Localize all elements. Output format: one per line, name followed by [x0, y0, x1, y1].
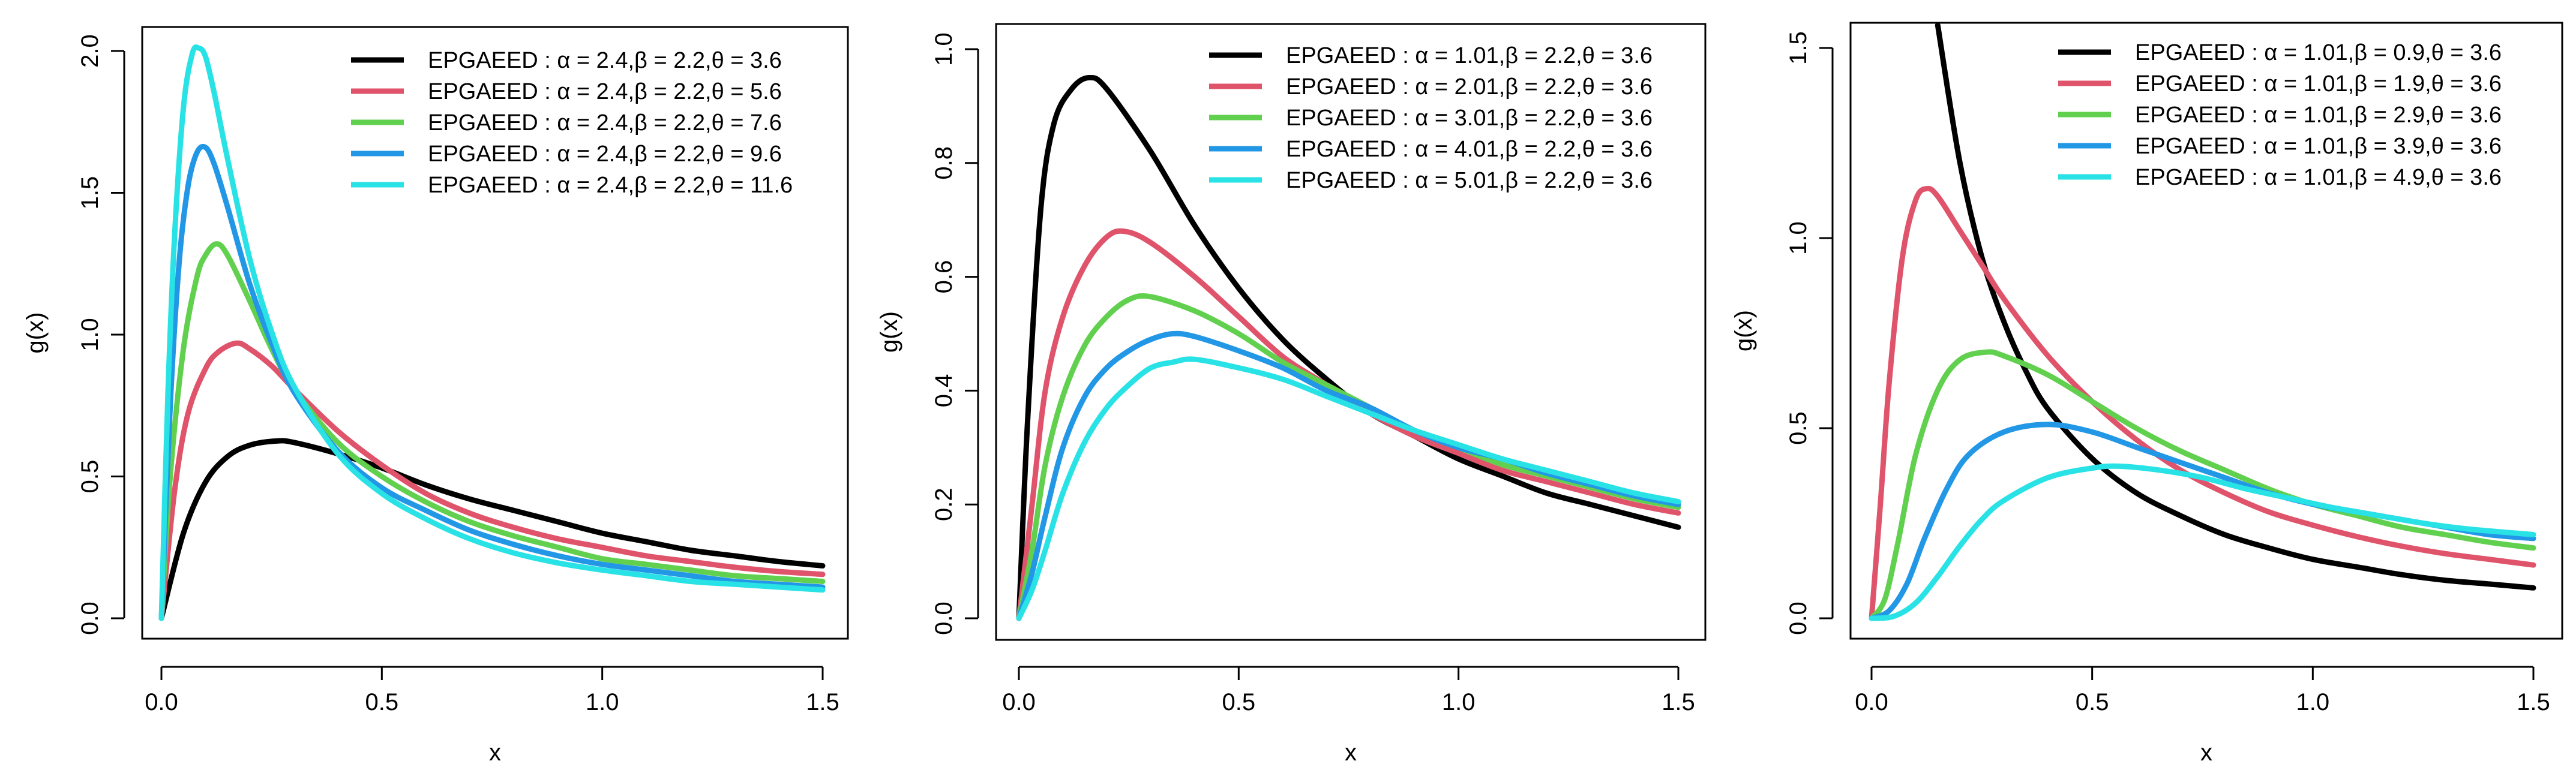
y-tick-label: 0.5: [1785, 411, 1812, 445]
x-tick-label: 0.0: [1002, 689, 1036, 715]
legend-label: EPGAEED : α = 1.01,β = 0.9,θ = 3.6: [2135, 40, 2502, 65]
x-tick-label: 0.0: [1855, 689, 1888, 715]
x-tick-label: 1.5: [2517, 689, 2550, 715]
chart-panel-1: 0.0 0.5 1.0 1.5 0.0 0.5 1.0 1.5 2.0 x g(x) EPGAEED …: [22, 26, 849, 766]
y-tick-label: 0.5: [77, 460, 103, 494]
plot-frame: [1849, 22, 2563, 640]
y-axis-label: g(x): [22, 312, 49, 354]
series-line-5: [1016, 356, 1681, 621]
series-line-1: [1016, 74, 1681, 621]
x-tick-label: 1.0: [2296, 689, 2330, 715]
legend-label: EPGAEED : α = 4.01,β = 2.2,θ = 3.6: [1286, 137, 1653, 162]
x-tick-label: 0.0: [145, 689, 178, 715]
legend-label: EPGAEED : α = 1.01,β = 2.9,θ = 3.6: [2135, 103, 2502, 128]
series-line-2: [158, 340, 826, 621]
x-axis-label: x: [2200, 739, 2212, 766]
y-tick-label: 0.0: [931, 601, 957, 635]
y-tick-label: 1.5: [1785, 31, 1812, 65]
y-tick-label: 0.0: [1785, 601, 1812, 635]
plot-frame: [141, 26, 849, 640]
legend-label: EPGAEED : α = 1.01,β = 2.2,θ = 3.6: [1286, 43, 1653, 68]
y-tick-label: 1.0: [77, 318, 103, 351]
legend-label: EPGAEED : α = 5.01,β = 2.2,θ = 3.6: [1286, 168, 1653, 193]
y-tick-label: 0.4: [931, 374, 957, 408]
y-tick-label: 0.6: [931, 260, 957, 294]
legend-label: EPGAEED : α = 2.4,β = 2.2,θ = 3.6: [428, 48, 782, 73]
x-axis-label: x: [1345, 739, 1357, 766]
legend-label: EPGAEED : α = 2.01,β = 2.2,θ = 3.6: [1286, 74, 1653, 100]
legend-label: EPGAEED : α = 2.4,β = 2.2,θ = 9.6: [428, 142, 782, 167]
y-tick-label: 0.0: [77, 601, 103, 635]
y-tick-label: 0.8: [931, 146, 957, 180]
y-tick-label: 2.0: [77, 34, 103, 68]
series-line-2: [1016, 228, 1681, 621]
y-axis-label: g(x): [1731, 310, 1757, 351]
legend-label: EPGAEED : α = 1.01,β = 4.9,θ = 3.6: [2135, 165, 2502, 190]
x-axis-label: x: [489, 739, 501, 766]
series-line-1: [1935, 23, 2536, 591]
plot-frame: [995, 23, 1707, 641]
y-tick-label: 0.2: [931, 488, 957, 521]
series-line-3: [1869, 349, 2536, 621]
x-tick-label: 1.0: [1442, 689, 1476, 715]
series-line-1: [158, 438, 826, 621]
legend-label: EPGAEED : α = 1.01,β = 1.9,θ = 3.6: [2135, 71, 2502, 97]
x-tick-label: 0.5: [365, 689, 399, 715]
series-line-5: [158, 44, 826, 621]
series-line-5: [1869, 463, 2536, 621]
series-line-2: [1869, 185, 2536, 621]
series-line-4: [1016, 330, 1681, 621]
series-line-3: [1016, 293, 1681, 621]
legend-label: EPGAEED : α = 1.01,β = 3.9,θ = 3.6: [2135, 134, 2502, 159]
x-tick-label: 1.5: [1662, 689, 1695, 715]
x-tick-label: 1.5: [806, 689, 839, 715]
chart-panel-2: 0.0 0.5 1.0 1.5 0.0 0.2 0.4 0.6 0.8 1.0 x g(x) EPGAE…: [876, 23, 1707, 766]
legend-label: EPGAEED : α = 2.4,β = 2.2,θ = 7.6: [428, 110, 782, 136]
y-axis-label: g(x): [876, 311, 902, 353]
y-tick-label: 1.5: [77, 176, 103, 210]
x-tick-label: 0.5: [2076, 689, 2109, 715]
series-line-3: [158, 241, 826, 621]
series-line-4: [1869, 422, 2536, 621]
chart-panel-3: 0.0 0.5 1.0 1.5 0.0 0.5 1.0 1.5 x g(x) EPGAEED : α…: [1731, 22, 2563, 766]
y-tick-label: 1.0: [1785, 221, 1812, 255]
legend-label: EPGAEED : α = 3.01,β = 2.2,θ = 3.6: [1286, 106, 1653, 131]
x-tick-label: 0.5: [1222, 689, 1256, 715]
legend-label: EPGAEED : α = 2.4,β = 2.2,θ = 11.6: [428, 173, 793, 198]
legend-label: EPGAEED : α = 2.4,β = 2.2,θ = 5.6: [428, 79, 782, 104]
x-tick-label: 1.0: [586, 689, 619, 715]
y-tick-label: 1.0: [931, 32, 957, 66]
